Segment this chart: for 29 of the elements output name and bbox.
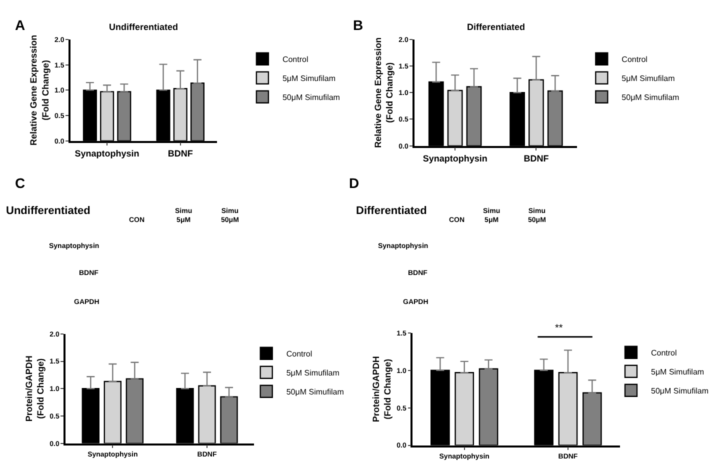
x-tick-label: Synaptophysin — [422, 153, 488, 164]
text: A — [15, 17, 26, 33]
text: D — [349, 175, 360, 191]
chart-title: Differentiated — [467, 22, 526, 32]
legend-label: Control — [286, 350, 312, 359]
chart-title: Undifferentiated — [109, 22, 178, 32]
text: B — [353, 17, 364, 33]
legend-label: Control — [282, 54, 308, 64]
legend-label: Control — [650, 348, 678, 358]
legend-label: 50μM Simufilam — [282, 92, 340, 102]
legend-label: 50μM Simufilam — [286, 388, 344, 397]
x-tick-label: BDNF — [168, 148, 194, 158]
y-axis-title: Relative Gene Expression (Fold Change) — [372, 37, 394, 148]
legend-label: Control — [622, 54, 648, 64]
legend-label: 50μM Simufilam — [650, 386, 709, 396]
x-tick-label: Synaptophysin — [74, 148, 140, 158]
legend-label: 5μM Simufilam — [282, 74, 336, 83]
text: C — [15, 175, 26, 191]
y-axis-title: Protein/GAPDH (Fold Change) — [24, 356, 46, 422]
text: Differentiated — [356, 205, 427, 217]
x-tick-label: BDNF — [524, 153, 550, 164]
legend-label: 5μM Simufilam — [286, 368, 340, 378]
legend-label: 5μM Simufilam — [622, 74, 676, 83]
annotation: ** — [555, 323, 563, 334]
text: Undifferentiated — [6, 205, 90, 217]
legend-label: 50μM Simufilam — [622, 92, 680, 102]
legend-label: 5μM Simufilam — [650, 368, 704, 377]
y-axis-title: Protein/GAPDH (Fold Change) — [370, 356, 393, 422]
y-axis-title: Relative Gene Expression (Fold Change) — [28, 34, 50, 146]
